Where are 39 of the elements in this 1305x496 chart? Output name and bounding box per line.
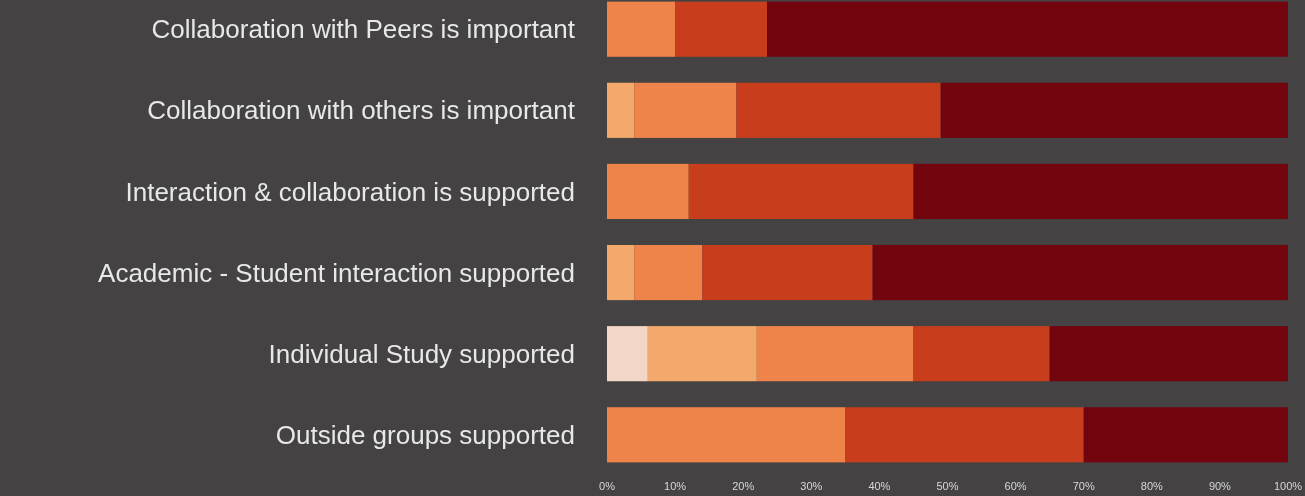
- bar: [607, 82, 635, 138]
- bar: [607, 1, 676, 57]
- bar: [702, 244, 873, 301]
- bar: [756, 326, 914, 382]
- bar: [913, 326, 1050, 382]
- x-tick-label: 50%: [936, 480, 959, 492]
- y-tick-label: Collaboration with Peers is important: [151, 14, 576, 45]
- bar: [736, 82, 941, 138]
- x-tick-label: 30%: [800, 480, 823, 492]
- bar: [767, 1, 1288, 57]
- bar: [913, 163, 1288, 220]
- bar: [647, 326, 757, 382]
- x-tick-label: 60%: [1004, 480, 1027, 492]
- x-tick-label: 10%: [664, 480, 687, 492]
- bar: [872, 244, 1288, 301]
- y-tick-label: Academic - Student interaction supported: [98, 257, 575, 288]
- bar: [634, 244, 703, 301]
- bar: [607, 163, 689, 220]
- bar: [675, 1, 768, 57]
- bar: [940, 82, 1288, 138]
- y-tick-label: Individual Study supported: [268, 338, 575, 369]
- bar: [634, 82, 737, 138]
- y-tick-label: Collaboration with others is important: [147, 95, 576, 126]
- bar: [607, 407, 846, 463]
- bar: [607, 326, 648, 382]
- x-tick-label: 90%: [1208, 480, 1232, 492]
- bar: [845, 407, 1084, 463]
- bar: [1049, 326, 1288, 382]
- bar: [688, 163, 914, 220]
- x-tick-label: 70%: [1072, 480, 1095, 492]
- y-tick-label: Outside groups supported: [275, 419, 575, 450]
- x-tick-label: 80%: [1140, 480, 1164, 492]
- bar: [1083, 407, 1288, 463]
- bar: [607, 244, 635, 301]
- x-tick-label: 0%: [599, 480, 616, 492]
- y-tick-label: Interaction & collaboration is supported: [125, 176, 575, 207]
- x-tick-label: 100%: [1273, 480, 1303, 492]
- x-tick-label: 20%: [732, 480, 755, 492]
- x-tick-label: 40%: [868, 480, 891, 492]
